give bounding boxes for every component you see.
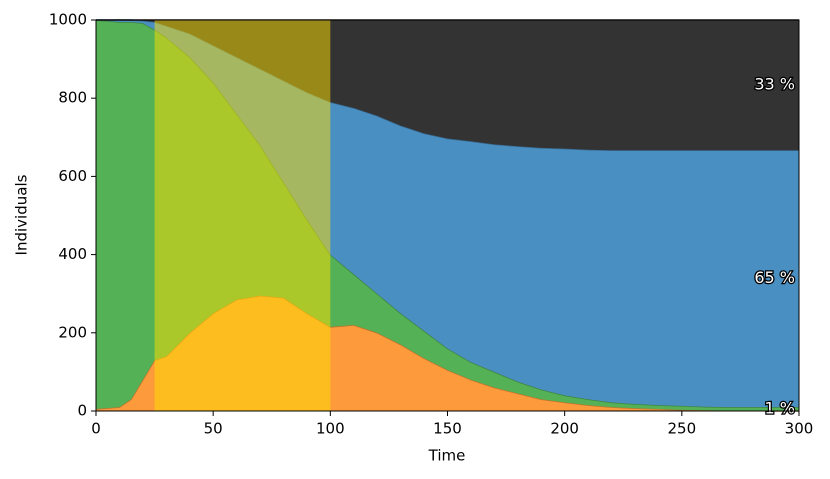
series-annotation: 1 % bbox=[765, 399, 795, 418]
x-tick-label: 0 bbox=[91, 420, 101, 438]
y-tick-label: 200 bbox=[58, 323, 87, 341]
y-axis-label: Individuals bbox=[13, 174, 31, 255]
x-axis-label: Time bbox=[428, 447, 466, 465]
series-annotation: 33 % bbox=[754, 75, 795, 94]
series-annotation: 65 % bbox=[754, 268, 795, 287]
y-tick-label: 0 bbox=[77, 402, 87, 420]
y-tick-label: 600 bbox=[58, 167, 87, 185]
x-tick-label: 150 bbox=[433, 420, 462, 438]
y-tick-label: 1000 bbox=[49, 11, 87, 29]
x-tick-label: 300 bbox=[785, 420, 814, 438]
y-tick-label: 400 bbox=[58, 245, 87, 263]
x-tick-label: 50 bbox=[204, 420, 223, 438]
x-tick-label: 250 bbox=[668, 420, 697, 438]
x-tick-label: 200 bbox=[550, 420, 579, 438]
x-tick-label: 100 bbox=[316, 420, 345, 438]
y-tick-label: 800 bbox=[58, 89, 87, 107]
highlight-span bbox=[154, 20, 331, 411]
